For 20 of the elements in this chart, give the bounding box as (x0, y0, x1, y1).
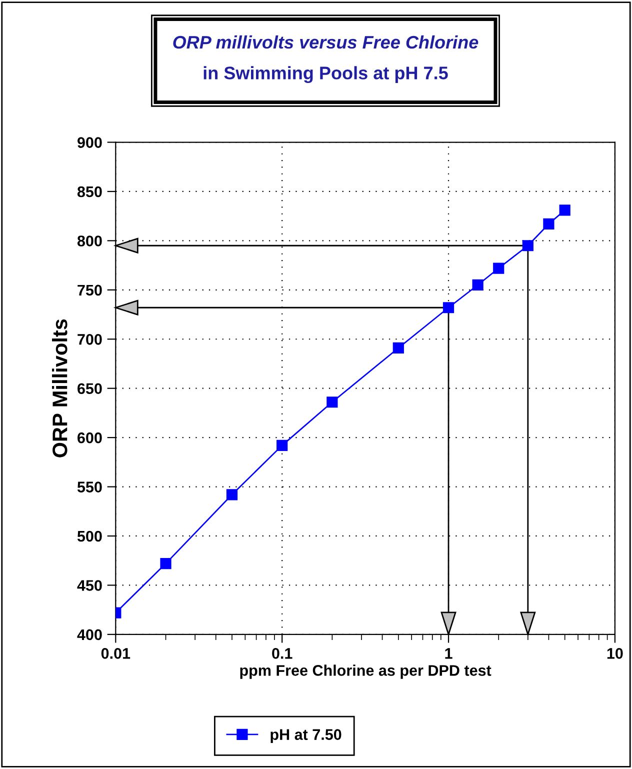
x-tick-label: 10 (607, 648, 623, 659)
y-tick-label: 750 (78, 284, 102, 296)
y-tick-label: 500 (77, 530, 102, 542)
x-tick-label: 0.01 (101, 648, 130, 659)
x-tick-label: 0.1 (272, 648, 292, 659)
y-tick-label: 800 (77, 236, 102, 246)
y-tick-label: 450 (77, 580, 102, 591)
legend-label: pH at 7.50 (270, 729, 342, 743)
chart-title: ORP millivolts versus Free Chlorine (173, 35, 478, 49)
y-tick-label: 700 (78, 334, 102, 345)
x-axis-title: ppm Free Chlorine as per DPD test (240, 664, 492, 679)
y-tick-label: 400 (77, 629, 102, 640)
y-tick-label: 850 (77, 186, 102, 198)
x-tick-label: 1 (445, 648, 452, 659)
y-tick-label: 600 (78, 432, 102, 444)
y-tick-label: 900 (78, 137, 102, 148)
chart-subtitle: in Swimming Pools at pH 7.5 (204, 66, 448, 84)
y-tick-label: 650 (78, 383, 102, 394)
y-axis-title: ORP Millivolts (52, 319, 68, 458)
y-tick-label: 550 (77, 482, 102, 492)
